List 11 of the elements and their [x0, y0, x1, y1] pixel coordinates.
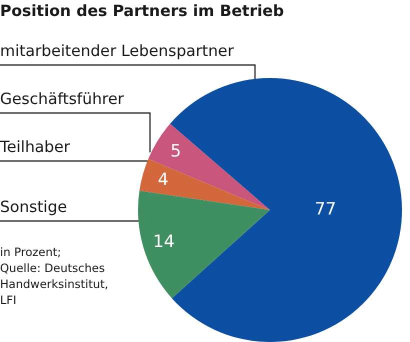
source-note: Quelle: Deutsches Handwerksinstitut, LFI — [0, 260, 110, 308]
slice-label: Sonstige — [0, 198, 67, 216]
chart-title: Position des Partners im Betrieb — [0, 2, 284, 20]
slice-label: Geschäftsführer — [0, 90, 124, 108]
text: in Prozent; — [0, 244, 62, 260]
data-label: 77 — [314, 199, 336, 220]
slice-label: mitarbeitender Lebenspartner — [0, 42, 234, 60]
data-label: 5 — [170, 142, 182, 162]
data-label: 4 — [158, 170, 169, 190]
slice-label: Teilhaber — [0, 138, 71, 156]
data-label: 14 — [153, 232, 175, 252]
